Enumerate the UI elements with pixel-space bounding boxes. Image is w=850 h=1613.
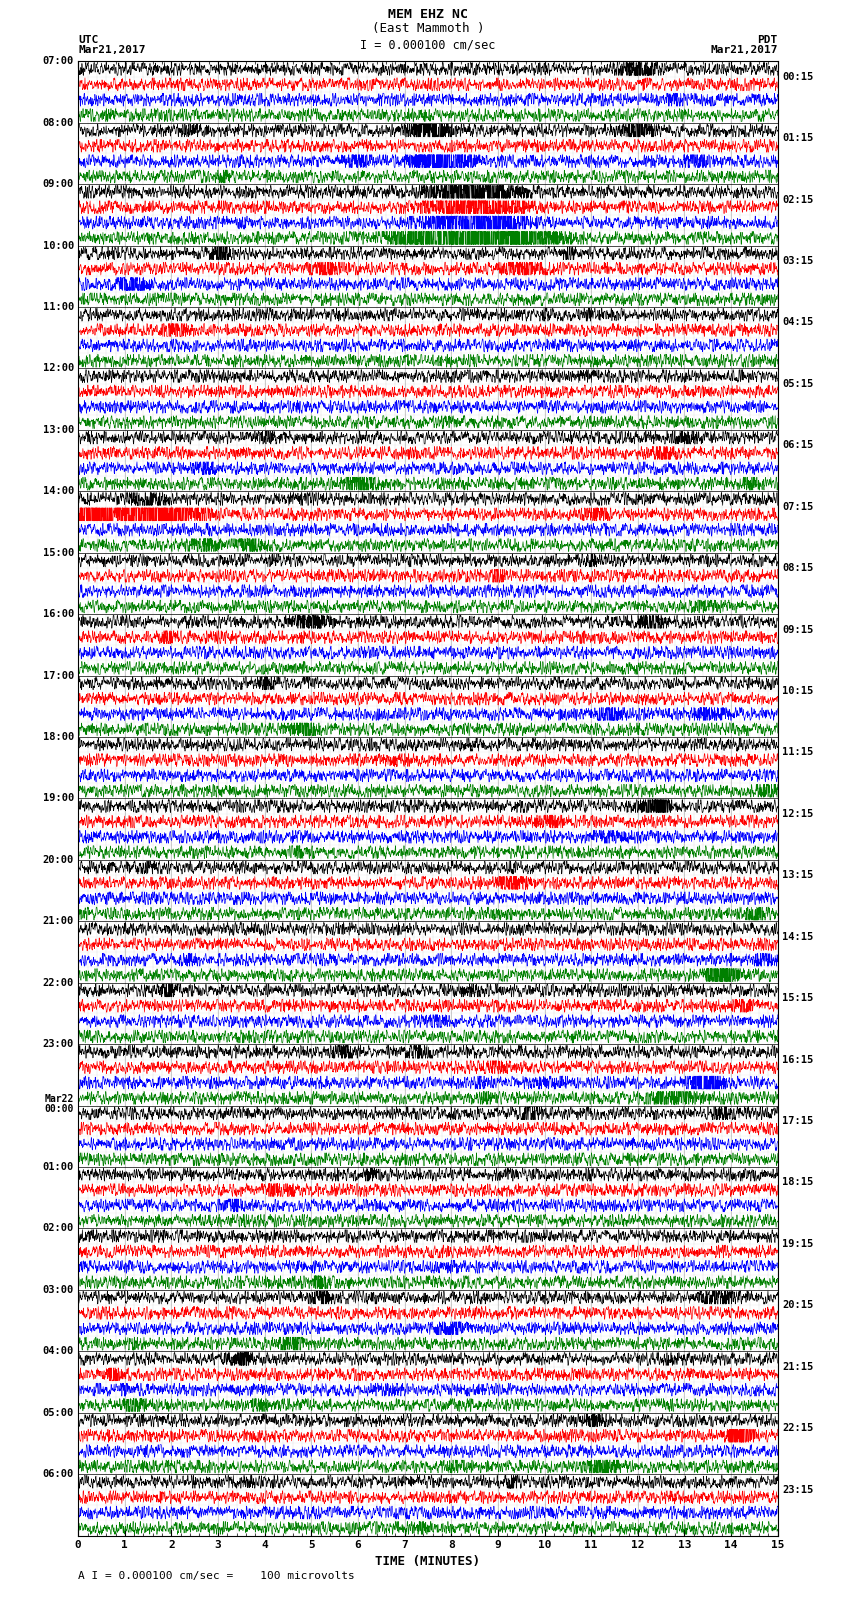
Text: 06:00: 06:00 xyxy=(42,1469,74,1479)
Text: 14:15: 14:15 xyxy=(782,932,813,942)
Text: 21:15: 21:15 xyxy=(782,1361,813,1371)
Text: 10:00: 10:00 xyxy=(42,240,74,250)
Text: 17:00: 17:00 xyxy=(42,671,74,681)
Text: 19:00: 19:00 xyxy=(42,794,74,803)
Text: 00:15: 00:15 xyxy=(782,71,813,82)
Text: 07:00: 07:00 xyxy=(42,56,74,66)
Text: 09:15: 09:15 xyxy=(782,624,813,634)
Text: 04:15: 04:15 xyxy=(782,318,813,327)
Text: 14:00: 14:00 xyxy=(42,486,74,497)
Text: 05:00: 05:00 xyxy=(42,1408,74,1418)
Text: 12:00: 12:00 xyxy=(42,363,74,374)
Text: 15:15: 15:15 xyxy=(782,994,813,1003)
Text: 09:00: 09:00 xyxy=(42,179,74,189)
Text: 10:15: 10:15 xyxy=(782,686,813,695)
Text: 01:00: 01:00 xyxy=(42,1161,74,1173)
Text: A I = 0.000100 cm/sec =    100 microvolts: A I = 0.000100 cm/sec = 100 microvolts xyxy=(78,1571,355,1581)
Text: 11:15: 11:15 xyxy=(782,747,813,758)
Text: 02:00: 02:00 xyxy=(42,1223,74,1234)
Text: 01:15: 01:15 xyxy=(782,134,813,144)
Text: 13:15: 13:15 xyxy=(782,871,813,881)
Text: 07:15: 07:15 xyxy=(782,502,813,511)
Text: UTC: UTC xyxy=(78,35,99,45)
Text: Mar21,2017: Mar21,2017 xyxy=(711,45,778,55)
Text: PDT: PDT xyxy=(757,35,778,45)
Text: 15:00: 15:00 xyxy=(42,548,74,558)
Text: Mar22: Mar22 xyxy=(44,1094,74,1105)
Text: 08:15: 08:15 xyxy=(782,563,813,573)
Text: 22:00: 22:00 xyxy=(42,977,74,987)
Text: 20:15: 20:15 xyxy=(782,1300,813,1310)
Text: 06:15: 06:15 xyxy=(782,440,813,450)
X-axis label: TIME (MINUTES): TIME (MINUTES) xyxy=(376,1555,480,1568)
Text: 11:00: 11:00 xyxy=(42,302,74,311)
Text: 12:15: 12:15 xyxy=(782,808,813,819)
Text: Mar21,2017: Mar21,2017 xyxy=(78,45,145,55)
Text: 02:15: 02:15 xyxy=(782,195,813,205)
Text: 05:15: 05:15 xyxy=(782,379,813,389)
Text: 08:00: 08:00 xyxy=(42,118,74,127)
Text: 23:00: 23:00 xyxy=(42,1039,74,1048)
Text: 19:15: 19:15 xyxy=(782,1239,813,1248)
Text: 20:00: 20:00 xyxy=(42,855,74,865)
Text: 16:15: 16:15 xyxy=(782,1055,813,1065)
Text: 16:00: 16:00 xyxy=(42,610,74,619)
Text: 17:15: 17:15 xyxy=(782,1116,813,1126)
Text: 22:15: 22:15 xyxy=(782,1423,813,1432)
Text: 18:00: 18:00 xyxy=(42,732,74,742)
Text: 18:15: 18:15 xyxy=(782,1177,813,1187)
Text: 21:00: 21:00 xyxy=(42,916,74,926)
Text: 00:00: 00:00 xyxy=(44,1103,74,1115)
Text: 13:00: 13:00 xyxy=(42,424,74,436)
Text: I = 0.000100 cm/sec: I = 0.000100 cm/sec xyxy=(360,39,496,52)
Text: 03:00: 03:00 xyxy=(42,1286,74,1295)
Text: 23:15: 23:15 xyxy=(782,1484,813,1495)
Text: 04:00: 04:00 xyxy=(42,1347,74,1357)
Text: 03:15: 03:15 xyxy=(782,256,813,266)
Text: (East Mammoth ): (East Mammoth ) xyxy=(371,23,484,35)
Text: MEM EHZ NC: MEM EHZ NC xyxy=(388,8,468,21)
